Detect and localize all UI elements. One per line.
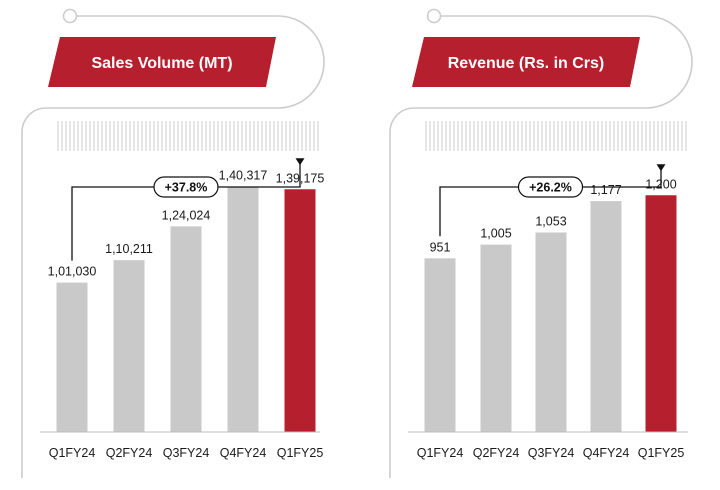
value-label: 1,053 xyxy=(535,214,566,228)
growth-label: +26.2% xyxy=(529,181,572,195)
value-label: 1,177 xyxy=(590,183,621,197)
value-label: 1,40,317 xyxy=(219,168,268,182)
category-label: Q2FY24 xyxy=(473,446,520,460)
bar-q3fy24 xyxy=(170,226,202,432)
value-label: 951 xyxy=(430,240,451,254)
bar-q3fy24 xyxy=(535,232,567,432)
category-label: Q3FY24 xyxy=(163,446,210,460)
chart-title: Sales Volume (MT) xyxy=(91,55,232,72)
value-label: 1,24,024 xyxy=(162,208,211,222)
chart-title: Revenue (Rs. in Crs) xyxy=(448,55,604,72)
category-label: Q1FY25 xyxy=(277,446,324,460)
hatch-strip xyxy=(425,121,687,151)
category-label: Q4FY24 xyxy=(220,446,267,460)
frame-ring-icon xyxy=(426,8,442,24)
frame-outline xyxy=(21,15,325,478)
hatch-strip xyxy=(57,121,319,151)
growth-badge xyxy=(153,176,219,198)
title-banner xyxy=(48,37,276,87)
bar-q1fy25 xyxy=(645,195,677,432)
bar-q1fy24 xyxy=(424,258,456,432)
value-label: 1,005 xyxy=(480,227,511,241)
value-label: 1,01,030 xyxy=(48,265,97,279)
bar-q4fy24 xyxy=(227,186,259,432)
bar-q1fy24 xyxy=(56,282,88,432)
frame-ring-icon xyxy=(62,8,78,24)
category-label: Q1FY24 xyxy=(49,446,96,460)
value-label: 1,10,211 xyxy=(105,242,153,256)
bar-q4fy24 xyxy=(590,201,622,432)
frame-outline xyxy=(389,15,693,478)
growth-badge xyxy=(517,176,584,198)
growth-label: +37.8% xyxy=(165,181,208,195)
category-label: Q4FY24 xyxy=(583,446,630,460)
growth-arrow-icon xyxy=(656,164,666,172)
title-banner xyxy=(412,37,640,87)
bar-q2fy24 xyxy=(480,244,512,432)
category-label: Q3FY24 xyxy=(528,446,575,460)
chart-panel-1: Sales Volume (MT) 1,01,030 Q1FY24 1,10,211 Q… xyxy=(21,8,325,478)
category-label: Q2FY24 xyxy=(106,446,153,460)
category-label: Q1FY24 xyxy=(417,446,464,460)
bar-q1fy25 xyxy=(284,189,316,432)
chart-panel-2: Revenue (Rs. in Crs) 951 Q1FY24 1,005 Q2FY24… xyxy=(389,8,693,478)
category-label: Q1FY25 xyxy=(638,446,685,460)
bar-q2fy24 xyxy=(113,260,145,432)
growth-arrow-icon xyxy=(295,158,305,166)
